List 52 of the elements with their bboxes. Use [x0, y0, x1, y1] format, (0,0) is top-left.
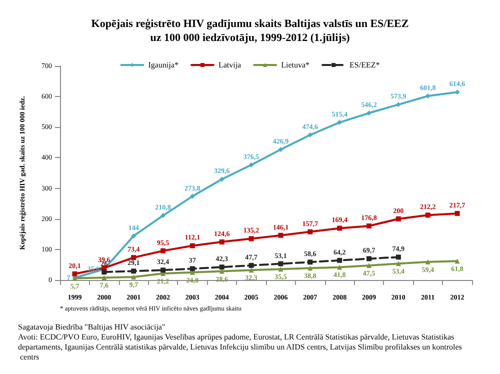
point	[131, 255, 136, 260]
point	[454, 258, 460, 264]
legend-label: Igaunija*	[148, 60, 178, 70]
point	[102, 275, 107, 280]
point	[337, 120, 342, 125]
point	[308, 229, 313, 234]
point	[366, 256, 372, 262]
point	[190, 243, 195, 248]
point	[131, 268, 136, 274]
point	[160, 248, 166, 254]
point	[72, 271, 78, 276]
point	[131, 274, 136, 280]
point	[278, 146, 284, 152]
point	[219, 176, 224, 182]
point	[190, 266, 195, 272]
point	[131, 233, 136, 238]
legend-label: Latvija	[218, 60, 242, 70]
point	[366, 223, 372, 228]
point	[396, 261, 401, 266]
point	[278, 232, 284, 238]
point	[219, 239, 224, 244]
point	[190, 194, 195, 199]
point	[308, 260, 313, 265]
point	[248, 162, 254, 168]
point	[425, 94, 430, 99]
point	[102, 270, 107, 275]
point	[308, 132, 313, 138]
point	[248, 262, 254, 268]
point	[308, 266, 313, 271]
point	[278, 266, 284, 272]
point	[425, 212, 430, 218]
point	[337, 258, 342, 263]
point	[366, 262, 372, 268]
point	[396, 102, 401, 108]
point	[396, 254, 401, 260]
point	[278, 261, 284, 266]
point	[248, 268, 254, 273]
point	[454, 210, 460, 216]
point	[160, 213, 166, 218]
point	[219, 264, 224, 270]
text: Avoti: ECDC/PVO Euro, EuroHIV, Igaunijas Veselības aprūpes padome, Eurostat, LR Centrālā Statistikas pārvalde, Lietuvas Statistikas departaments, Igaunijas Centrālā statistikas pārvalde, Lietuvas Infekciju slimību un AIDS centrs, Latvijas Slimību profilakses un kontroles centrs	[18, 332, 462, 362]
point	[337, 226, 342, 231]
legend-label: Lietuva*	[281, 60, 310, 70]
point	[160, 268, 166, 273]
point	[366, 110, 372, 116]
chart-title: Kopējais reģistrēto HIV gadījumu skaits Baltijas valstīs un ES/EEZ uz 100 000 iedzīvotāju, 1999-2012 (1.jūlijs)	[91, 18, 409, 44]
point	[396, 216, 401, 222]
point	[248, 236, 254, 242]
point	[337, 264, 342, 270]
point	[425, 259, 430, 264]
text: Sagatavoja Biedrība "Baltijas HIV asociācija"	[18, 322, 166, 332]
legend-label: ES/EEZ*	[350, 60, 380, 70]
